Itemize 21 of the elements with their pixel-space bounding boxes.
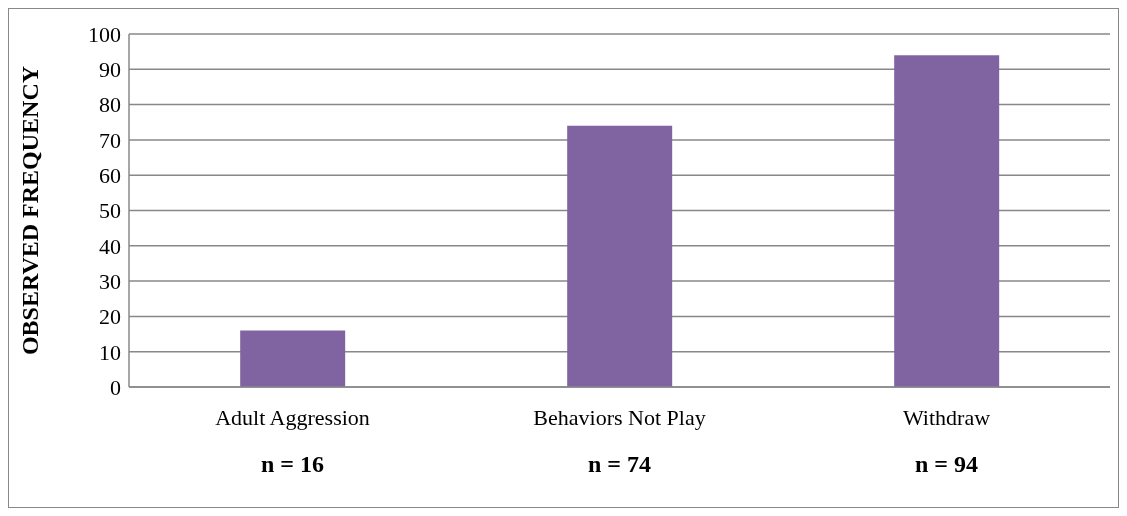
y-tick-label: 10	[99, 339, 121, 365]
y-tick-label: 90	[99, 57, 121, 83]
y-tick-label: 20	[99, 304, 121, 330]
x-tick-label: Behaviors Not Play	[533, 405, 706, 430]
y-tick-label: 30	[99, 268, 121, 294]
y-tick-label: 50	[99, 198, 121, 224]
y-tick-label: 0	[110, 374, 121, 400]
data-label: n = 74	[587, 451, 652, 477]
y-axis-title: OBSERVED FREQUENCY	[16, 65, 43, 356]
data-label: n = 16	[260, 451, 325, 477]
data-label: n = 94	[914, 451, 979, 477]
bar	[894, 55, 1000, 387]
y-tick-label: 80	[99, 92, 121, 118]
y-tick-label: 40	[99, 233, 121, 259]
bar	[567, 125, 673, 387]
y-tick-label: 100	[88, 21, 121, 47]
y-tick-label: 60	[99, 163, 121, 189]
y-tick-label: 70	[99, 127, 121, 153]
x-tick-label: Adult Aggression	[215, 405, 370, 430]
bar	[240, 330, 346, 387]
x-tick-label: Withdraw	[902, 405, 991, 430]
